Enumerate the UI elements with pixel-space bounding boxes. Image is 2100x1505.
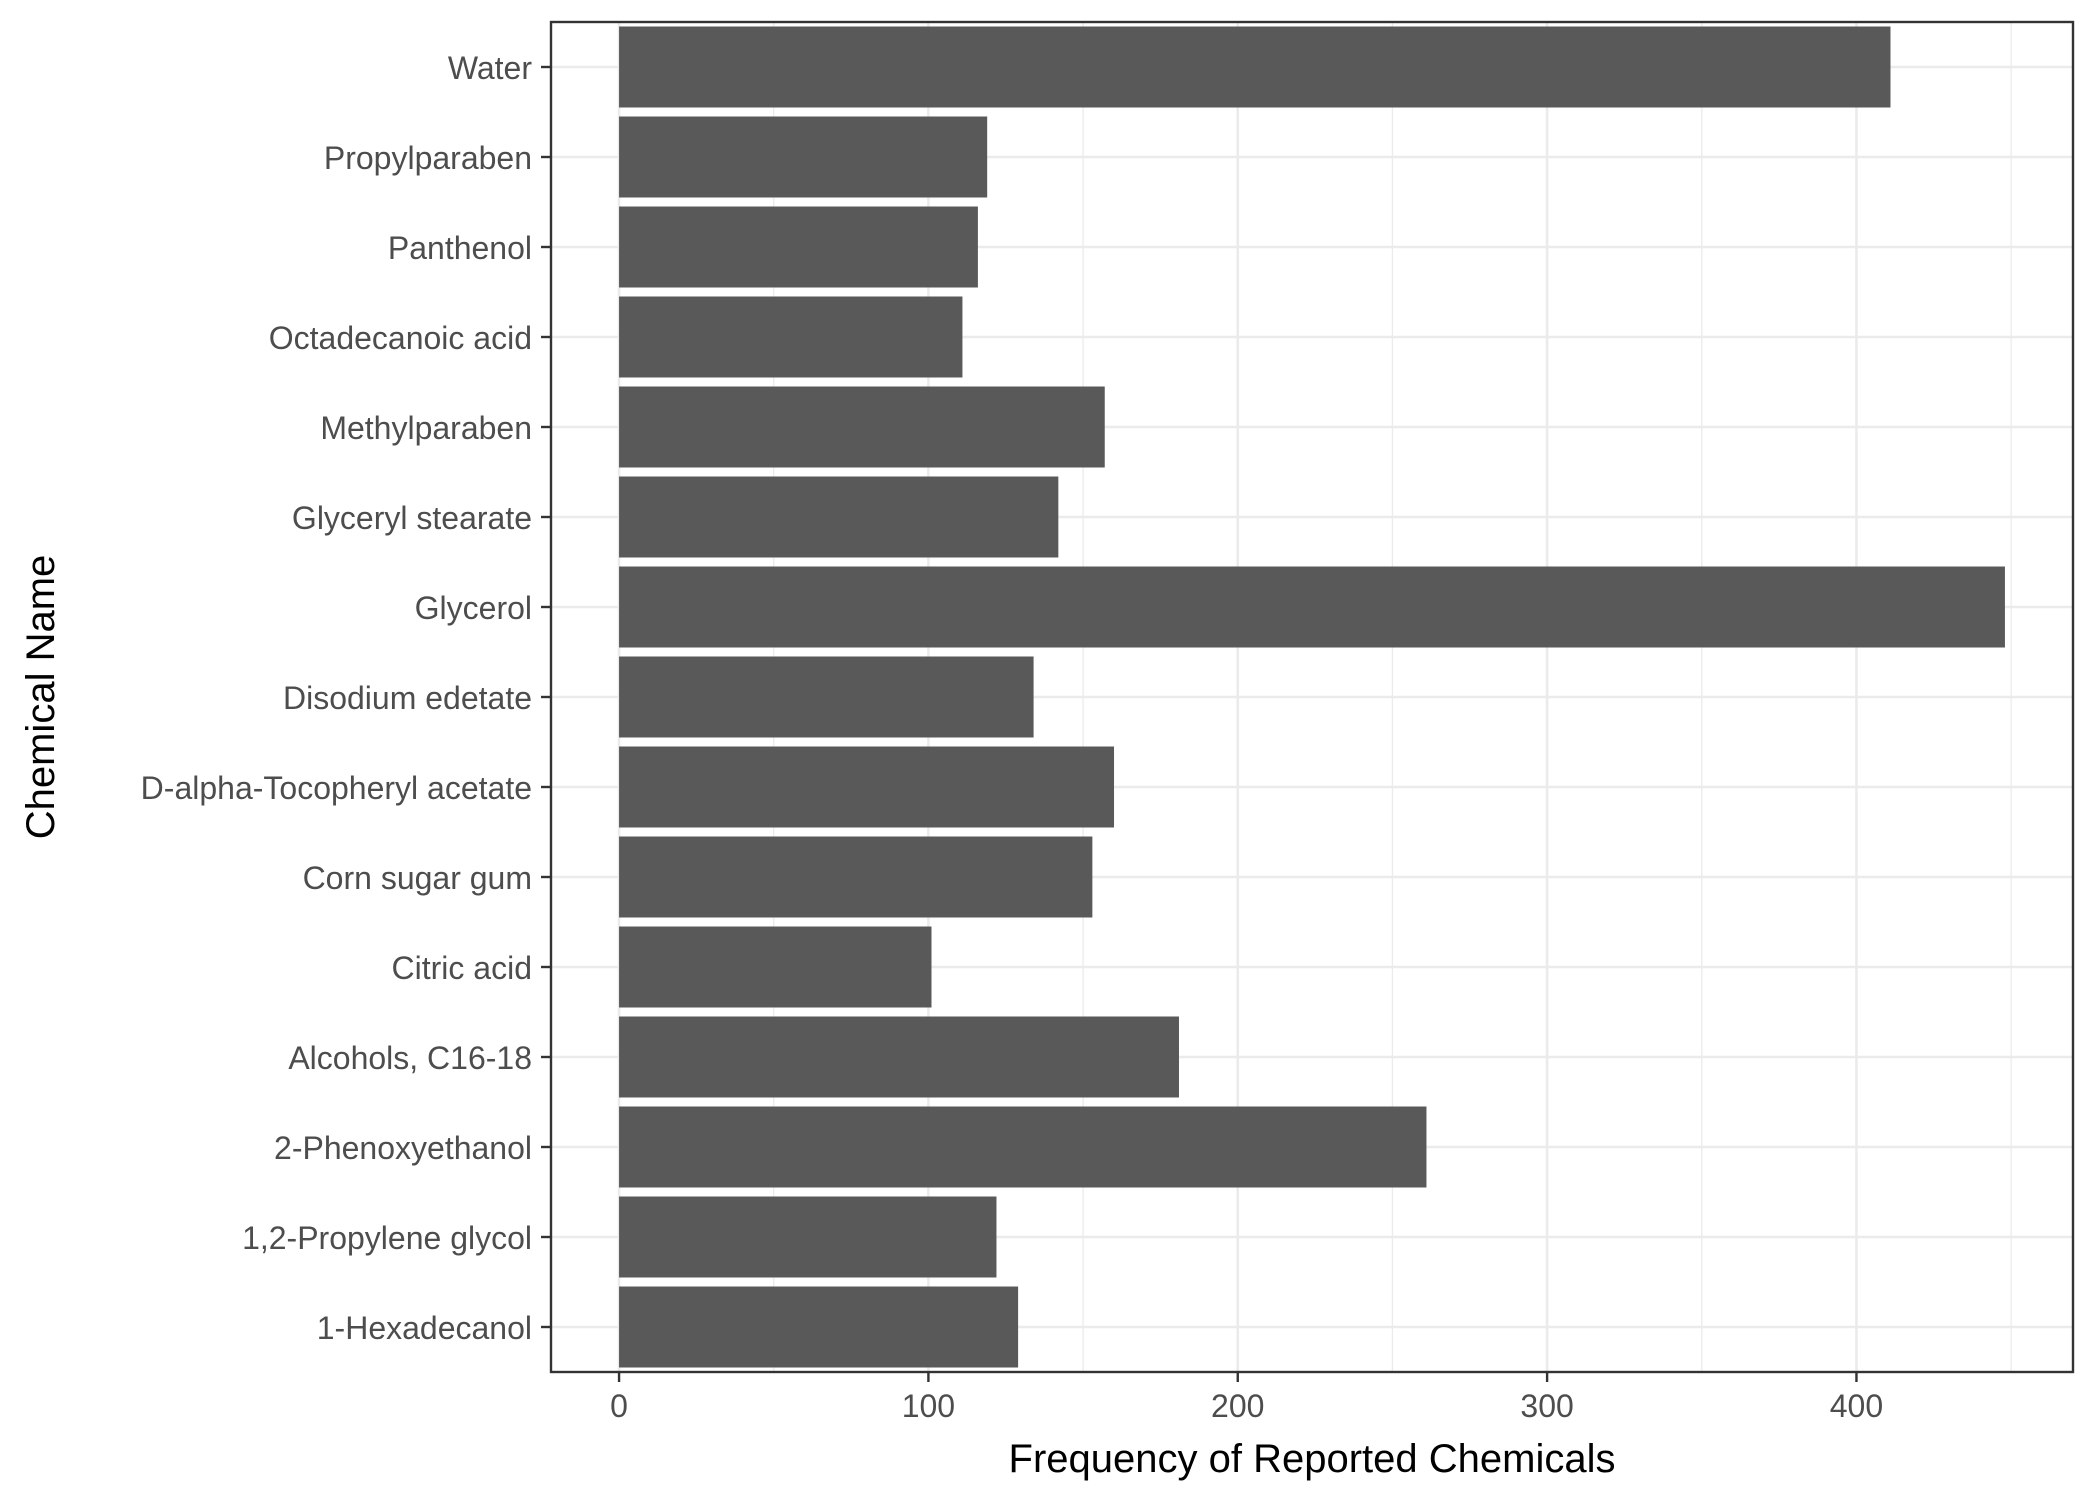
y-tick-label: 1-Hexadecanol: [317, 1310, 532, 1346]
y-tick-label: Octadecanoic acid: [269, 320, 532, 356]
x-tick-label: 400: [1830, 1388, 1883, 1424]
y-tick-label: Corn sugar gum: [303, 860, 532, 896]
x-tick-label: 0: [610, 1388, 628, 1424]
x-axis-title: Frequency of Reported Chemicals: [1009, 1437, 1616, 1481]
y-tick-label: Propylparaben: [324, 140, 532, 176]
bar: [619, 1016, 1179, 1098]
bar: [619, 386, 1105, 468]
y-tick-label: 2-Phenoxyethanol: [274, 1130, 532, 1166]
bar: [619, 926, 932, 1008]
y-tick-label: Alcohols, C16-18: [288, 1040, 532, 1076]
y-tick-label: Disodium edetate: [283, 680, 532, 716]
bar: [619, 1106, 1427, 1188]
bars: [619, 26, 2005, 1368]
y-tick-label: Water: [448, 50, 533, 86]
bar: [619, 656, 1034, 738]
bar: [619, 296, 963, 378]
y-tick-label: Glyceryl stearate: [292, 500, 532, 536]
bar: [619, 746, 1115, 828]
y-tick-label: Methylparaben: [320, 410, 532, 446]
y-axis: Water Propylparaben Panthenol Octadecanoic …: [141, 50, 551, 1346]
y-tick-label: Panthenol: [388, 230, 532, 266]
bar: [619, 116, 988, 198]
y-tick-label: D-alpha-Tocopheryl acetate: [141, 770, 532, 806]
y-tick-label: Glycerol: [415, 590, 532, 626]
y-tick-label: 1,2-Propylene glycol: [242, 1220, 532, 1256]
bar: [619, 206, 978, 288]
bar: [619, 476, 1059, 558]
x-tick-label: 200: [1211, 1388, 1264, 1424]
bar: [619, 1286, 1019, 1368]
bar: [619, 26, 1891, 108]
bar: [619, 1196, 997, 1278]
x-tick-label: 300: [1520, 1388, 1573, 1424]
x-tick-label: 100: [902, 1388, 955, 1424]
x-axis: 0 100 200 300 400: [610, 1372, 1883, 1424]
bar: [619, 836, 1093, 918]
y-tick-label: Citric acid: [392, 950, 532, 986]
y-axis-title: Chemical Name: [19, 555, 63, 840]
bar: [619, 566, 2005, 648]
